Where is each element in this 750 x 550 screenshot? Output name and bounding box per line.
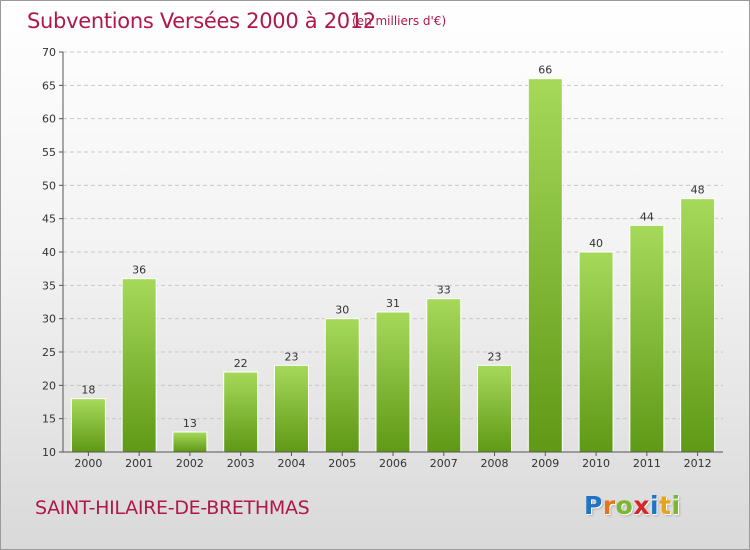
proxiti-logo: Proxiti — [584, 491, 681, 520]
bar-2004 — [273, 364, 309, 453]
x-tick-label: 2003 — [227, 457, 255, 470]
logo-letter: i — [671, 491, 681, 520]
axes: 10 15 20 25 30 35 40 45 50 55 60 65 70 2000 2001 2002 20… — [42, 46, 723, 470]
bar-value-label: 23 — [284, 350, 298, 363]
bar-2007 — [426, 298, 462, 453]
bar-value-label: 31 — [386, 297, 400, 310]
y-tick-label: 25 — [42, 346, 56, 359]
bar-2010 — [578, 251, 614, 453]
bar-2003 — [223, 371, 259, 453]
logo-letter: r — [602, 491, 616, 520]
bar-2002 — [172, 431, 208, 453]
x-tick-label: 2010 — [582, 457, 610, 470]
x-tick-label: 2005 — [328, 457, 356, 470]
bar-2006 — [375, 311, 411, 453]
x-tick-label: 2007 — [430, 457, 458, 470]
y-tick-label: 65 — [42, 79, 56, 92]
bar-2008 — [477, 364, 513, 453]
logo-letter: o — [615, 491, 634, 520]
logo-letter: t — [659, 491, 672, 520]
bar-value-label: 22 — [234, 357, 248, 370]
logo-letter: P — [584, 491, 603, 520]
bars: 18 36 13 22 23 30 31 33 23 66 40 44 48 — [70, 64, 716, 453]
bar-2000 — [70, 398, 106, 453]
y-tick-label: 70 — [42, 46, 56, 59]
commune-name: SAINT-HILAIRE-DE-BRETHMAS — [35, 497, 310, 519]
bar-value-label: 33 — [437, 284, 451, 297]
chart-unit-note: (en milliers d'€) — [352, 14, 447, 28]
bar-value-label: 30 — [335, 304, 349, 317]
bar-value-label: 23 — [488, 350, 502, 363]
bar-value-label: 48 — [691, 184, 705, 197]
y-tick-label: 30 — [42, 313, 56, 326]
y-tick-label: 20 — [42, 379, 56, 392]
x-tick-label: 2012 — [684, 457, 712, 470]
x-tick-label: 2008 — [481, 457, 509, 470]
logo-letter: x — [633, 491, 650, 520]
bar-value-label: 44 — [640, 210, 654, 223]
x-tick-label: 2001 — [125, 457, 153, 470]
y-tick-label: 50 — [42, 179, 56, 192]
x-tick-label: 2006 — [379, 457, 407, 470]
x-tick-label: 2002 — [176, 457, 204, 470]
logo-letter: i — [650, 491, 660, 520]
y-tick-label: 15 — [42, 413, 56, 426]
x-tick-label: 2011 — [633, 457, 661, 470]
bar-value-label: 40 — [589, 237, 603, 250]
chart-title: Subventions Versées 2000 à 2012 — [27, 9, 376, 33]
bar-value-label: 66 — [538, 64, 552, 77]
bar-2001 — [121, 278, 157, 453]
y-tick-label: 10 — [42, 446, 56, 459]
bar-value-label: 36 — [132, 264, 146, 277]
y-tick-label: 45 — [42, 213, 56, 226]
y-tick-label: 35 — [42, 279, 56, 292]
bar-value-label: 18 — [81, 384, 95, 397]
x-tick-label: 2000 — [74, 457, 102, 470]
x-tick-label: 2004 — [277, 457, 305, 470]
bar-2005 — [324, 318, 360, 453]
x-tick-label: 2009 — [531, 457, 559, 470]
bar-2012 — [680, 198, 716, 453]
bar-2011 — [629, 224, 665, 453]
y-tick-label: 40 — [42, 246, 56, 259]
bar-2009 — [527, 78, 563, 453]
y-tick-label: 60 — [42, 113, 56, 126]
y-tick-label: 55 — [42, 146, 56, 159]
bar-value-label: 13 — [183, 417, 197, 430]
